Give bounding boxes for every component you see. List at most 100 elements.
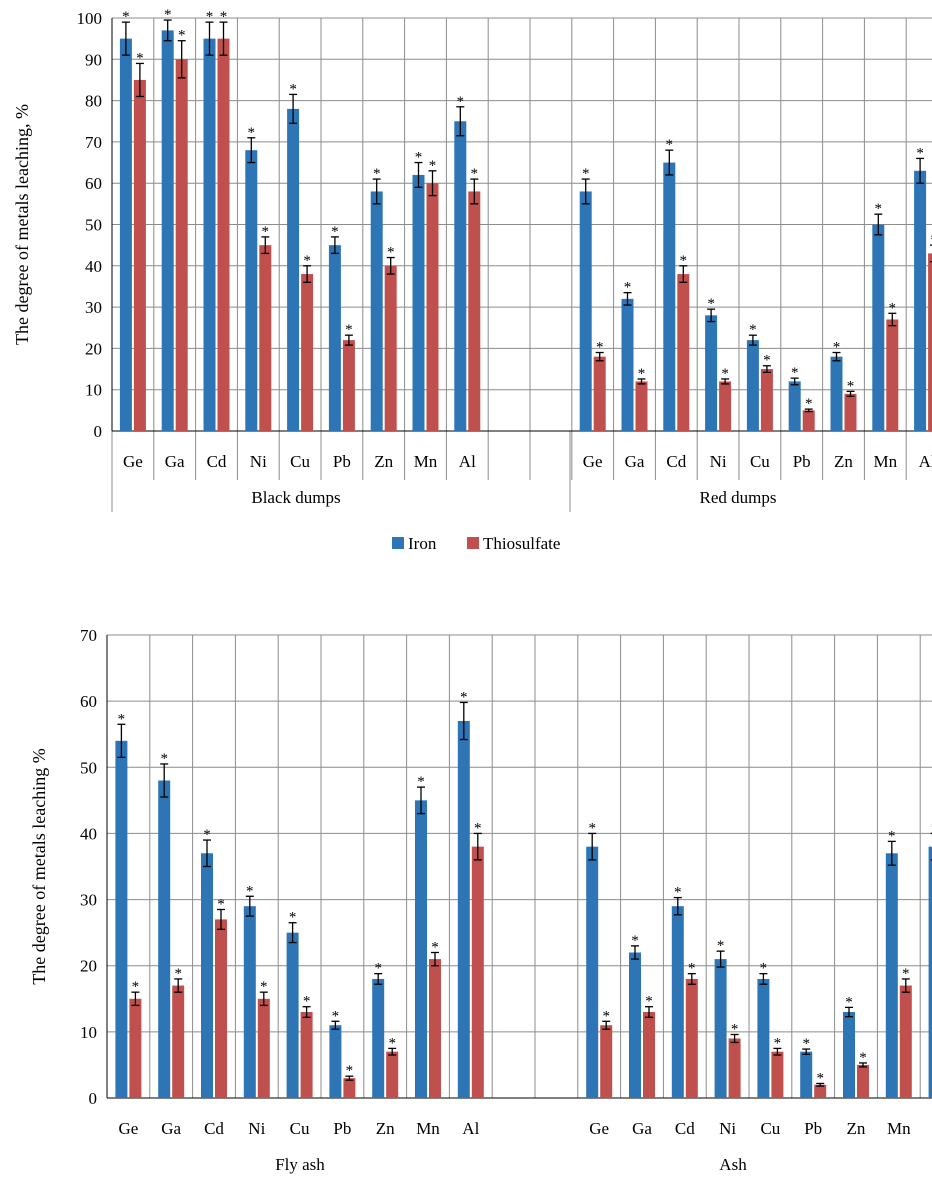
category-label: Cu [290,1119,310,1138]
significance-star: * [916,145,924,161]
bar-iron-ge [579,191,592,431]
bar-iron-zn [370,191,383,431]
bar-thiosulfate-zn [386,1051,399,1098]
significance-star: * [930,232,932,248]
category-label: Cd [207,452,227,471]
category-label: Cu [760,1119,780,1138]
bar-thiosulfate-ni [719,381,732,431]
bar-thiosulfate-cd [677,274,690,431]
y-tick-label: 70 [80,626,97,645]
y-tick-label: 40 [80,824,97,843]
bar-iron-zn [843,1012,855,1098]
bar-thiosulfate-zn [384,265,397,431]
category-label: Ga [161,1119,181,1138]
significance-star: * [174,966,182,982]
bar-thiosulfate-al [928,253,932,431]
category-label: Ga [632,1119,652,1138]
bar-iron-ni [245,150,258,431]
y-tick-label: 30 [80,891,97,910]
category-label: Ge [583,452,603,471]
bar-iron-cu [286,932,299,1098]
category-label: Al [919,452,932,471]
significance-star: * [122,9,130,25]
category-label: Al [459,452,476,471]
bar-thiosulfate-ga [172,985,185,1098]
bar-thiosulfate-ni [257,998,270,1098]
significance-star: * [847,378,855,394]
y-tick-label: 50 [85,216,102,235]
category-label: Ga [625,452,645,471]
significance-star: * [248,125,256,141]
category-label: Ge [589,1119,609,1138]
significance-star: * [160,751,168,767]
bar-thiosulfate-cd [215,919,227,1098]
significance-star: * [731,1022,739,1038]
significance-star: * [674,885,682,901]
bar-iron-pb [800,1051,813,1098]
significance-star: * [474,820,482,836]
y-tick-label: 60 [85,174,102,193]
significance-star: * [431,939,439,955]
bar-thiosulfate-cu [760,369,773,431]
group-label: Ash [719,1155,747,1174]
significance-star: * [889,300,897,316]
y-tick-label: 30 [85,298,102,317]
category-label: Pb [793,452,811,471]
category-label: Zn [374,452,393,471]
bar-thiosulfate-ga [643,1012,655,1098]
significance-star: * [415,150,423,166]
bar-thiosulfate-al [471,846,484,1098]
y-tick-label: 40 [85,257,102,276]
category-label: Ni [250,452,267,471]
category-label: Cu [290,452,310,471]
category-label: Zn [376,1119,395,1138]
category-label: Pb [333,452,351,471]
category-label: Cd [675,1119,695,1138]
significance-star: * [303,994,311,1010]
bar-thiosulfate-pb [814,1084,827,1098]
bar-thiosulfate-ga [175,59,188,432]
bar-thiosulfate-ge [593,356,606,431]
bar-thiosulfate-ge [133,79,146,431]
significance-star: * [289,910,297,926]
bar-iron-cu [757,978,770,1098]
significance-star: * [791,365,799,381]
significance-star: * [902,966,910,982]
bar-thiosulfate-ge [129,998,142,1098]
group-label: Fly ash [275,1155,325,1174]
bar-iron-ge [115,740,128,1098]
bar-iron-ni [705,315,718,431]
significance-star: * [178,28,186,44]
y-tick-label: 10 [85,381,102,400]
bar-thiosulfate-pb [343,1078,356,1098]
category-label: Ni [719,1119,736,1138]
chart-dumps: 0 10 20 30 40 50 60 70 80 90 100 Ge * * Ga * * Cd * * Ni * * Cu… [12,7,932,512]
bar-iron-cd [203,38,216,432]
bar-iron-ga [629,952,641,1098]
y-tick-label: 20 [80,957,97,976]
y-tick-label: 50 [80,758,97,777]
legend-thiosulfate-swatch [467,537,479,549]
category-label: Pb [333,1119,351,1138]
significance-star: * [417,774,425,790]
category-label: Zn [847,1119,866,1138]
bar-iron-ga [161,30,174,431]
significance-star: * [346,1063,354,1079]
legend-iron-swatch [392,537,404,549]
significance-star: * [429,158,437,174]
y-tick-label: 0 [94,422,103,441]
bar-thiosulfate-ge [600,1025,613,1098]
bar-iron-ga [621,298,634,431]
category-label: Mn [414,452,438,471]
bar-thiosulfate-ni [259,245,272,431]
significance-star: * [717,938,725,954]
bar-thiosulfate-cu [301,274,314,431]
bar-thiosulfate-cd [685,978,698,1098]
bar-thiosulfate-mn [426,183,439,431]
bar-iron-al [457,720,470,1098]
bar-iron-cd [663,162,676,432]
significance-star: * [136,50,144,66]
category-label: Mn [416,1119,440,1138]
bar-thiosulfate-pb [342,340,355,431]
significance-star: * [666,137,674,153]
